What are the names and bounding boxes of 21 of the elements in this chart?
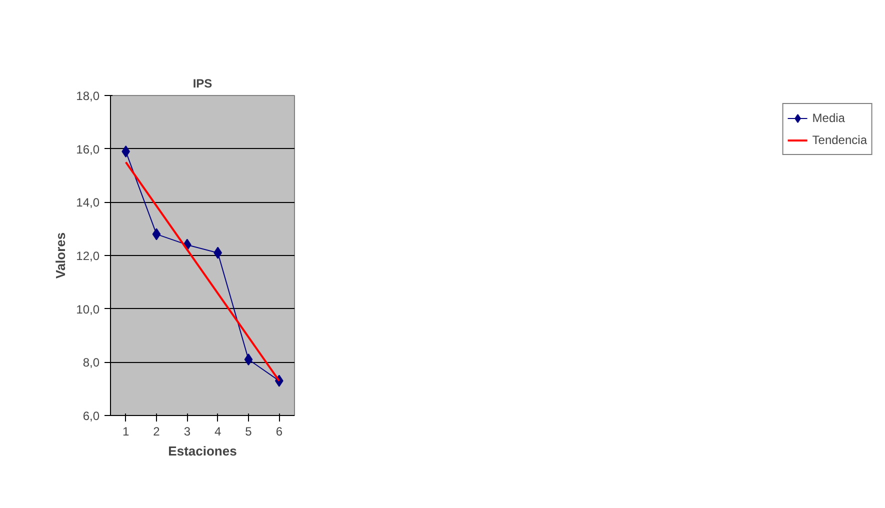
y-tick-label: 14,0 (76, 196, 100, 210)
point (152, 228, 161, 240)
x-tick-label: 3 (184, 424, 191, 438)
x-tick-label: 1 (122, 424, 130, 438)
legend-label: Media (812, 111, 845, 125)
x-tick-label: 4 (214, 424, 222, 438)
y-tick-label: 10,0 (76, 302, 100, 316)
x-tick-label: 5 (245, 424, 252, 438)
y-axis-title: Valores (53, 232, 68, 279)
x-axis-title: Estaciones (168, 444, 237, 458)
y-tick-label: 8,0 (82, 356, 100, 370)
y-tick-label: 18,0 (76, 89, 100, 103)
x-tick-label: 6 (276, 424, 283, 438)
y-tick-label: 6,0 (82, 409, 100, 423)
y-tick-label: 12,0 (76, 249, 100, 263)
legend-label: Tendencia (812, 133, 867, 147)
point (122, 146, 130, 158)
point (244, 354, 253, 366)
chart-title: IPS (192, 76, 212, 90)
y-tick-label: 16,0 (76, 142, 100, 156)
x-tick-label: 2 (153, 424, 160, 438)
